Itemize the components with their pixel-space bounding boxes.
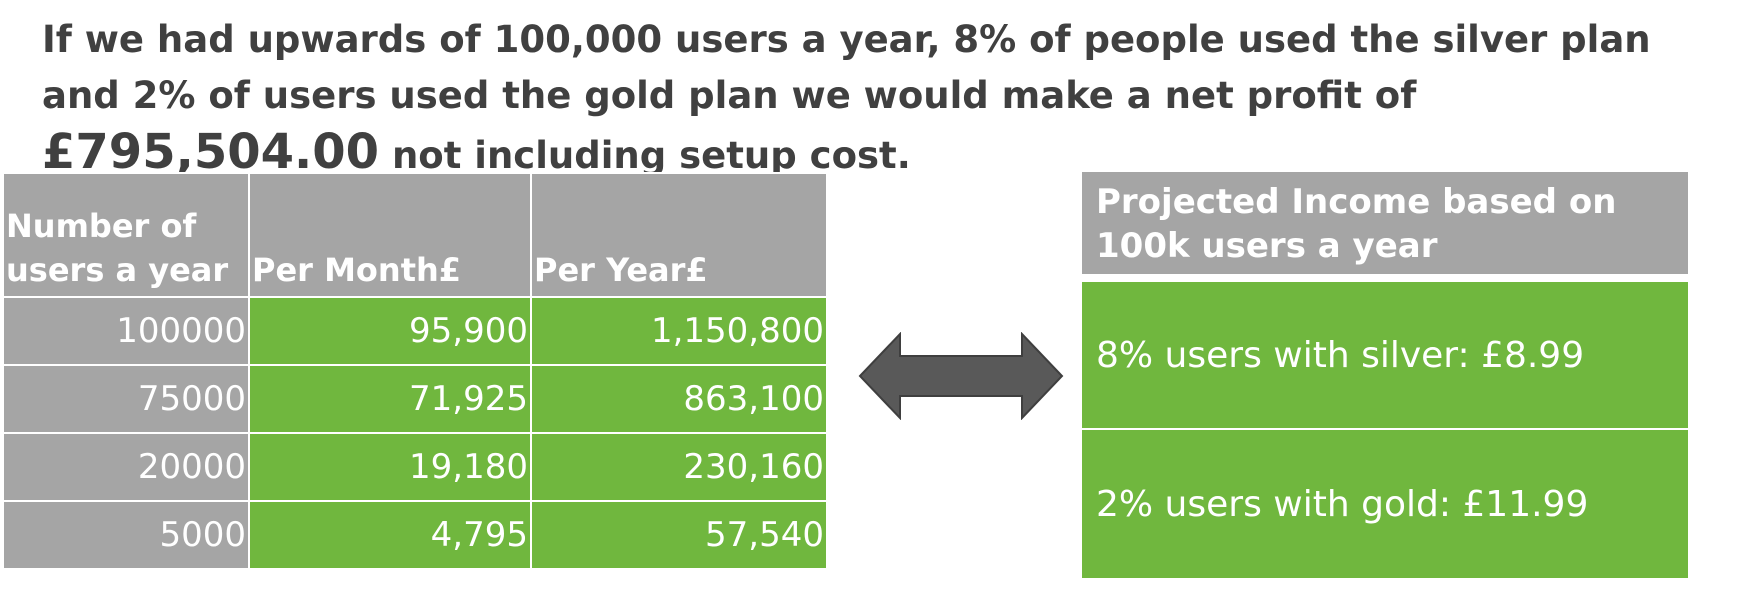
headline-part2: not including setup cost.: [379, 134, 911, 177]
table-row: 75000 71,925 863,100: [2, 364, 828, 434]
gold-plan-row: 2% users with gold: £11.99: [1096, 483, 1589, 525]
users-cell: 5000: [2, 500, 250, 570]
users-income-table: Number of users a year Per Month£ Per Ye…: [2, 172, 828, 570]
table-row: 100000 95,900 1,150,800: [2, 296, 828, 366]
per-year-cell: 1,150,800: [530, 296, 828, 366]
projection-title: Projected Income based on 100k users a y…: [1082, 172, 1688, 274]
projection-panel: 8% users with silver: £8.99 2% users wit…: [1082, 282, 1688, 578]
users-cell: 100000: [2, 296, 250, 366]
per-month-cell: 71,925: [248, 364, 532, 434]
panel-divider: [1082, 428, 1688, 430]
double-arrow-icon: [858, 332, 1064, 420]
header-per-year: Per Year£: [530, 172, 828, 298]
users-cell: 20000: [2, 432, 250, 502]
per-year-cell: 230,160: [530, 432, 828, 502]
table-header-row: Number of users a year Per Month£ Per Ye…: [2, 172, 828, 298]
per-month-cell: 4,795: [248, 500, 532, 570]
header-users: Number of users a year: [2, 172, 250, 298]
per-year-cell: 57,540: [530, 500, 828, 570]
table-row: 20000 19,180 230,160: [2, 432, 828, 502]
silver-plan-row: 8% users with silver: £8.99: [1096, 334, 1585, 376]
net-profit-value: £795,504.00: [42, 124, 380, 180]
headline: If we had upwards of 100,000 users a yea…: [42, 12, 1732, 184]
table-row: 5000 4,795 57,540: [2, 500, 828, 570]
per-month-cell: 19,180: [248, 432, 532, 502]
header-per-month: Per Month£: [248, 172, 532, 298]
users-cell: 75000: [2, 364, 250, 434]
per-year-cell: 863,100: [530, 364, 828, 434]
per-month-cell: 95,900: [248, 296, 532, 366]
headline-part1: If we had upwards of 100,000 users a yea…: [42, 18, 1651, 117]
